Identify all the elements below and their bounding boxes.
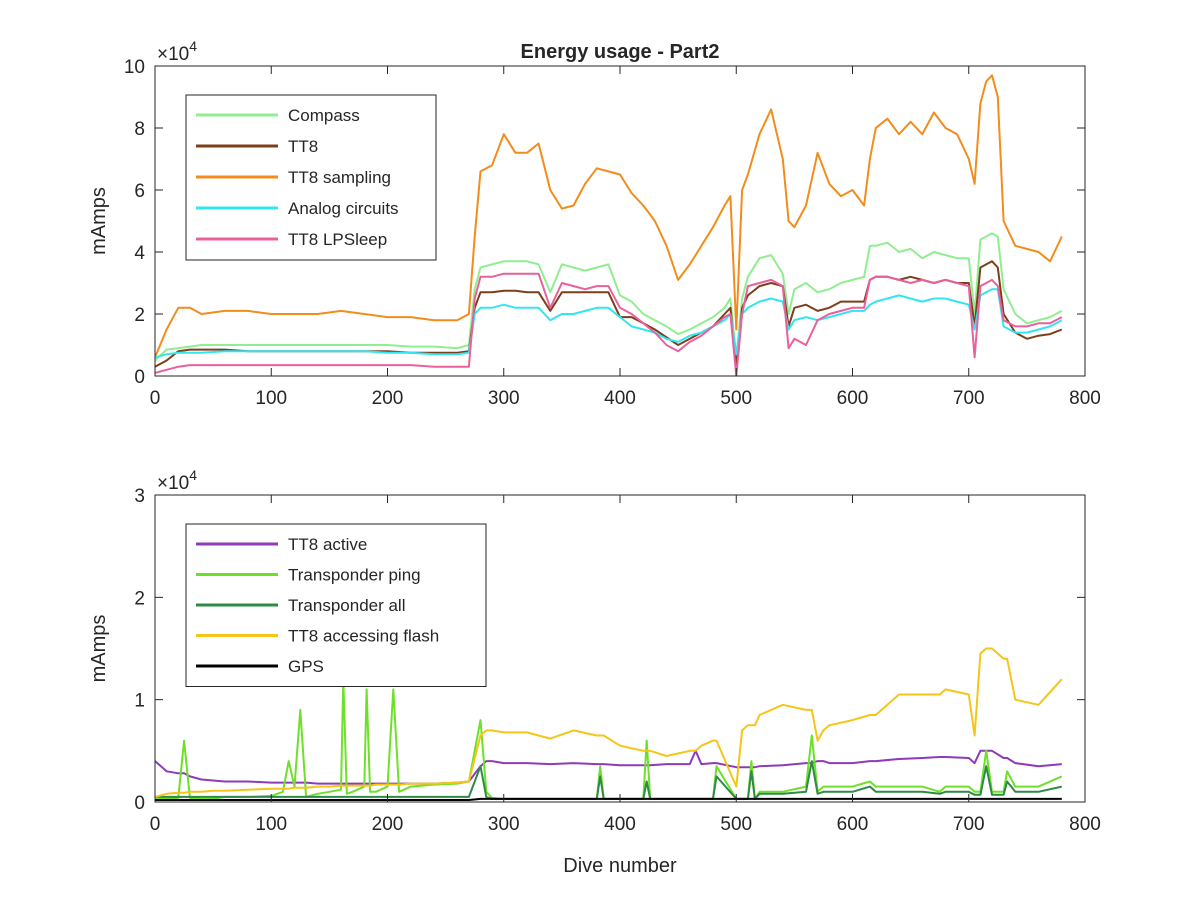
top-axes: 0 100 200 300 400 500 600 700 800 0 2 4 6 8 10 ×104 mAmp… xyxy=(88,38,1101,409)
y-axis-label: mAmps xyxy=(88,615,110,683)
legend-label-tt8-accessing-flash: TT8 accessing flash xyxy=(288,627,439,646)
y-tick-label: 4 xyxy=(134,243,145,264)
legend: Compass TT8 TT8 sampling Analog circuits TT8… xyxy=(185,94,437,261)
x-tick-label: 600 xyxy=(837,388,869,409)
legend-label-tt8: TT8 xyxy=(288,137,318,156)
x-tick-label: 800 xyxy=(1069,814,1101,835)
chart-title: Energy usage - Part2 xyxy=(521,41,720,63)
x-tick-label: 0 xyxy=(150,814,161,835)
legend-label-transponder-ping: Transponder ping xyxy=(288,566,421,585)
series-line-gps xyxy=(155,797,1062,801)
series-line-transponder-ping xyxy=(155,678,1063,800)
y-tick-label: 8 xyxy=(134,119,145,140)
series-line-tt8-active xyxy=(155,749,1062,785)
series-line-transponder-all xyxy=(155,760,1063,800)
y-axis-label: mAmps xyxy=(88,187,110,255)
legend-label-analog-circuits: Analog circuits xyxy=(288,199,399,218)
y-exponent-label: ×104 xyxy=(157,38,197,65)
series-line-tt8-lpsleep xyxy=(155,272,1063,376)
legend-label-tt8-active: TT8 active xyxy=(288,535,367,554)
y-tick-label: 3 xyxy=(134,486,145,507)
series-lines xyxy=(155,74,1063,376)
series-lines xyxy=(155,647,1063,801)
y-tick-label: 1 xyxy=(134,691,145,712)
x-tick-label: 300 xyxy=(488,388,520,409)
legend-label-gps: GPS xyxy=(288,657,324,676)
x-tick-label: 400 xyxy=(604,814,636,835)
x-tick-label: 200 xyxy=(372,814,404,835)
bottom-axes: 0 100 200 300 400 500 600 700 800 0 1 2 3 ×104 mAmps TT… xyxy=(88,467,1101,835)
x-tick-label: 100 xyxy=(255,388,287,409)
x-tick-label: 500 xyxy=(720,814,752,835)
legend: TT8 active Transponder ping Transponder al… xyxy=(185,523,487,687)
y-tick-label: 6 xyxy=(134,181,145,202)
x-tick-label: 700 xyxy=(953,388,985,409)
x-tick-label: 600 xyxy=(837,814,869,835)
x-tick-label: 100 xyxy=(255,814,287,835)
series-line-analog-circuits xyxy=(155,288,1063,359)
x-tick-label: 500 xyxy=(720,388,752,409)
x-tick-label: 200 xyxy=(372,388,404,409)
legend-label-compass: Compass xyxy=(288,106,360,125)
legend-label-transponder-all: Transponder all xyxy=(288,596,406,615)
y-tick-label: 10 xyxy=(124,57,145,78)
series-line-compass xyxy=(155,232,1063,362)
y-tick-label: 0 xyxy=(134,367,145,388)
figure-xlabel: Dive number xyxy=(563,855,677,877)
series-line-tt8-sampling xyxy=(155,74,1063,358)
legend-label-tt8-sampling: TT8 sampling xyxy=(288,168,391,187)
y-tick-label: 0 xyxy=(134,793,145,814)
x-tick-label: 300 xyxy=(488,814,520,835)
series-line-tt8-accessing-flash xyxy=(155,647,1063,798)
x-tick-label: 400 xyxy=(604,388,636,409)
y-tick-label: 2 xyxy=(134,305,145,326)
y-tick-label: 2 xyxy=(134,588,145,609)
x-tick-label: 700 xyxy=(953,814,985,835)
y-exponent-label: ×104 xyxy=(157,467,197,494)
legend-label-tt8-lpsleep: TT8 LPSleep xyxy=(288,230,387,249)
x-tick-label: 0 xyxy=(150,388,161,409)
x-tick-label: 800 xyxy=(1069,388,1101,409)
